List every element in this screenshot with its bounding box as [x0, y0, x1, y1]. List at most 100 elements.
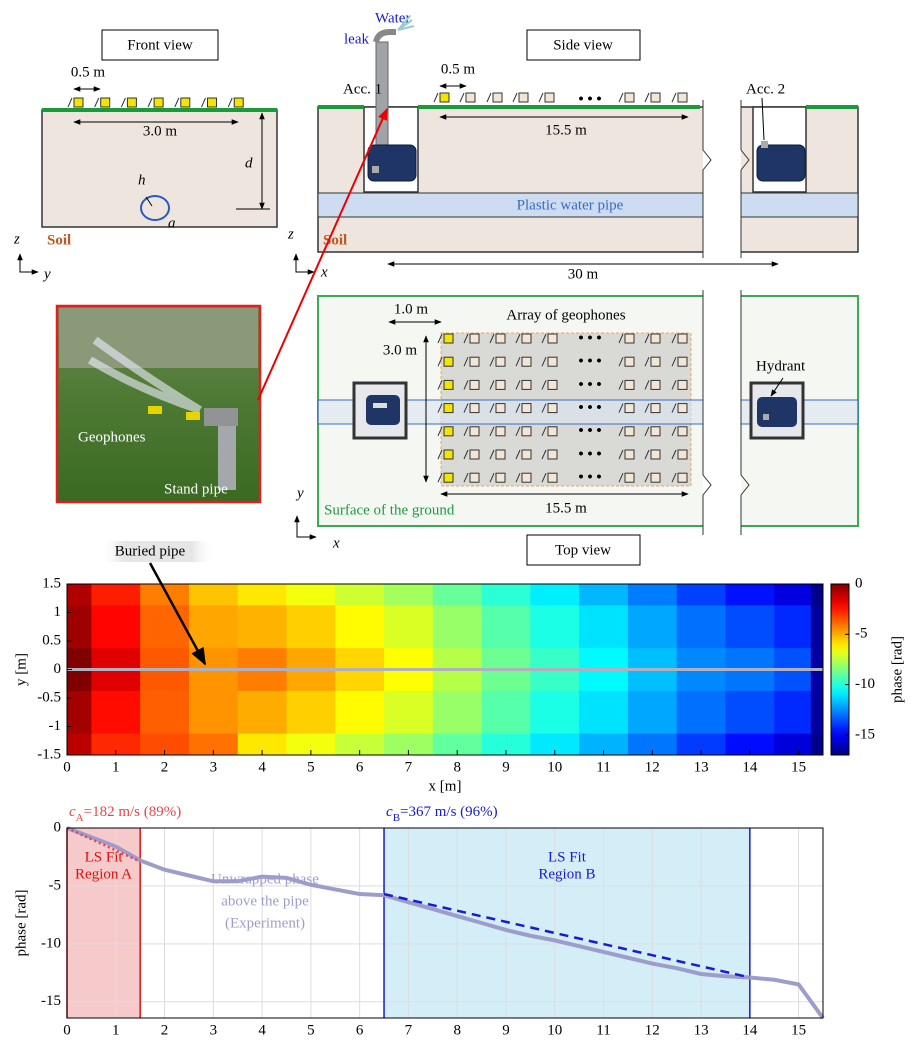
geophone — [625, 380, 634, 389]
geophone — [625, 357, 634, 366]
label: Hydrant — [756, 358, 806, 374]
geophone-cable — [202, 98, 206, 107]
heat-cell — [286, 584, 335, 606]
heat-cell — [579, 691, 628, 734]
tick-label: 9 — [502, 759, 510, 775]
tick-label: 6 — [356, 759, 364, 775]
phase-profile: LS FitRegion ALS FitRegion BUnwrapped ph… — [13, 804, 823, 1041]
break-gap — [703, 290, 741, 535]
geophone-cable — [460, 93, 464, 102]
heat-cell — [335, 584, 384, 606]
geophone — [496, 334, 505, 343]
heat-cell — [140, 584, 189, 606]
geophone — [548, 334, 557, 343]
geophone — [466, 93, 475, 102]
heat-cell — [67, 584, 92, 606]
geophone-cable — [148, 98, 152, 107]
geophone — [625, 427, 634, 436]
series-label: (Experiment) — [225, 915, 305, 931]
dimension-label: d — [245, 155, 253, 171]
geophone — [548, 427, 557, 436]
heat-cell — [774, 584, 811, 606]
subscript: B — [393, 812, 400, 824]
geophone — [444, 380, 453, 389]
geophone — [101, 98, 110, 107]
heat-cell — [774, 605, 811, 648]
geophone — [470, 380, 479, 389]
region-label: Region A — [75, 866, 132, 882]
geophone — [522, 473, 531, 482]
heat-cell — [433, 584, 482, 606]
heat-cell — [91, 605, 140, 648]
geophone — [522, 334, 531, 343]
tick-label: 0.5 — [42, 632, 61, 648]
tick-label: -5 — [49, 877, 62, 893]
heat-cell — [774, 691, 811, 734]
accelerometer — [763, 414, 769, 420]
label: Array of geophones — [506, 307, 625, 323]
heat-cell — [238, 691, 287, 734]
axis-label: z — [13, 231, 20, 247]
geophone — [444, 334, 453, 343]
geophone-cable — [228, 98, 232, 107]
geophone — [548, 450, 557, 459]
geophone — [522, 357, 531, 366]
series-label: cB=367 m/s (96%) — [386, 804, 498, 823]
dimension-label: 3.0 m — [383, 342, 418, 358]
geophone-cable — [95, 98, 99, 107]
fit-text: =182 m/s (89%) — [84, 804, 182, 820]
heat-cell — [482, 584, 531, 606]
fit-text: =367 m/s (96%) — [400, 804, 498, 820]
tick-label: 12 — [645, 1022, 660, 1038]
heat-cell — [238, 584, 287, 606]
geophone — [186, 412, 200, 420]
ellipsis: • • • — [578, 377, 601, 393]
tick-label: 1 — [54, 604, 62, 620]
heat-cell — [774, 734, 811, 756]
geophone-cable — [645, 93, 649, 102]
heat-cell — [140, 605, 189, 648]
tick-label: 4 — [258, 1022, 266, 1038]
heat-cell — [530, 691, 579, 734]
photo-label: Stand pipe — [164, 481, 228, 497]
heat-cell — [67, 691, 92, 734]
tick-label: 10 — [547, 1022, 562, 1038]
top-view: 1.0 m Array of geophones 3.0 m Hydrant 1… — [295, 290, 858, 565]
heat-cell — [67, 734, 92, 756]
tick-label: 12 — [645, 759, 660, 775]
geophone-cable — [68, 98, 72, 107]
geophone-cable — [121, 98, 125, 107]
ellipsis: • • • — [578, 330, 601, 346]
geophone-cable — [513, 93, 517, 102]
geophone — [678, 427, 687, 436]
heat-cell — [530, 584, 579, 606]
geophone — [651, 473, 660, 482]
heat-cell — [725, 584, 774, 606]
tick-label: 15 — [791, 759, 806, 775]
heat-cell — [91, 691, 140, 734]
axes-icon — [20, 254, 38, 272]
geophone — [127, 98, 136, 107]
geophone — [522, 450, 531, 459]
heat-cell — [91, 584, 140, 606]
geophone — [444, 357, 453, 366]
dimension-label: 3.0 m — [143, 123, 178, 139]
heat-cell — [286, 691, 335, 734]
colorbar-label: phase [rad] — [889, 636, 905, 703]
axis-label: z — [287, 226, 294, 242]
geophone — [678, 334, 687, 343]
soil-label: Soil — [47, 232, 71, 248]
heat-cell — [530, 605, 579, 648]
region-label: LS Fit — [548, 849, 587, 865]
y-axis-label: y [m] — [13, 653, 29, 686]
geophone — [522, 427, 531, 436]
geophone-cable — [619, 93, 623, 102]
tick-label: 14 — [742, 759, 758, 775]
geophone — [625, 473, 634, 482]
tick-label: -5 — [855, 626, 868, 642]
geophone — [444, 404, 453, 413]
tick-label: 4 — [258, 759, 266, 775]
tick-label: 5 — [307, 759, 315, 775]
heat-cell — [384, 605, 433, 648]
tick-label: 5 — [307, 1022, 315, 1038]
